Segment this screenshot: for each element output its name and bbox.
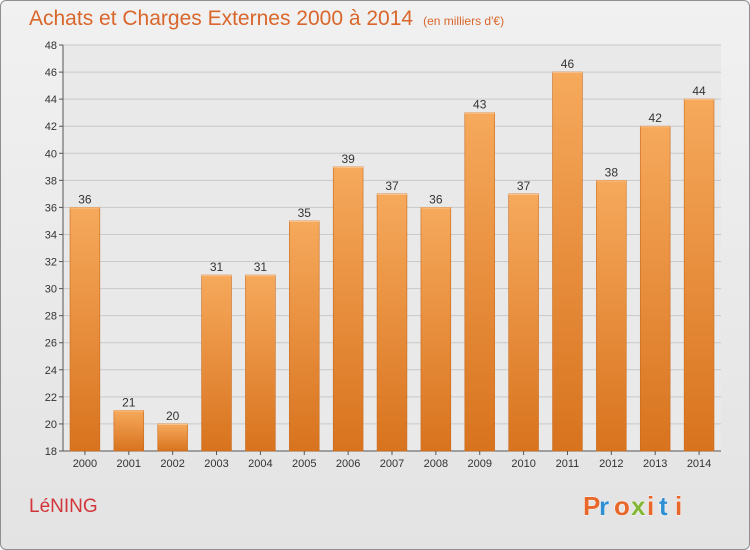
y-tick-label: 34 (45, 229, 57, 241)
bar-chart: 18 20 22 24 26 28 30 32 34 36 38 40 42 44 46 48 36 2000 21… (45, 40, 721, 470)
x-tick-label: 2008 (424, 458, 448, 470)
logo-letter: P (583, 491, 600, 521)
bar-2000 (69, 207, 101, 452)
logo-letter: t (659, 491, 668, 521)
data-label: 36 (429, 192, 443, 206)
bar-2014 (683, 98, 715, 452)
data-label: 31 (254, 260, 268, 274)
y-tick-label: 20 (45, 419, 57, 431)
data-label: 44 (692, 84, 706, 98)
x-tick-label: 2006 (336, 458, 360, 470)
data-label: 35 (298, 206, 312, 220)
y-tick-label: 22 (45, 392, 57, 404)
bar-2004 (245, 274, 276, 452)
bar-2013 (639, 125, 671, 452)
bar-2002 (157, 423, 188, 452)
x-tick-label: 2000 (73, 458, 97, 470)
x-tick-label: 2001 (117, 458, 141, 470)
y-tick-label: 46 (45, 67, 57, 79)
data-label: 43 (473, 98, 487, 112)
y-tick-label: 44 (45, 94, 57, 106)
data-label: 42 (649, 111, 663, 125)
x-tick-label: 2003 (204, 458, 228, 470)
chart-title: Achats et Charges Externes 2000 à 2014 (29, 7, 414, 30)
data-label: 20 (166, 409, 180, 423)
x-tick-label: 2011 (556, 458, 580, 470)
data-label: 36 (78, 192, 92, 206)
commune-name: LéNING (29, 496, 98, 517)
bar-2008 (420, 207, 452, 452)
y-tick-label: 38 (45, 175, 57, 187)
logo-letter: x (631, 491, 646, 521)
bar-2012 (596, 180, 627, 452)
chart-subtitle: (en milliers d'€) (423, 14, 505, 28)
bar-2001 (113, 410, 145, 452)
bar-2009 (464, 112, 495, 452)
x-tick-label: 2002 (160, 458, 184, 470)
y-tick-label: 40 (45, 148, 57, 160)
x-tick-label: 2010 (511, 458, 535, 470)
y-tick-label: 42 (45, 121, 57, 133)
x-tick-label: 2014 (687, 458, 711, 470)
bar-2005 (289, 220, 320, 452)
y-tick-label: 48 (45, 40, 57, 52)
y-tick-label: 24 (45, 365, 57, 377)
data-label: 39 (341, 152, 355, 166)
y-tick-label: 28 (45, 311, 57, 323)
y-tick-label: 30 (45, 284, 57, 296)
y-tick-label: 32 (45, 257, 57, 269)
logo-letter: i (647, 491, 654, 521)
bar-2011 (552, 71, 583, 452)
bar-2003 (201, 274, 232, 452)
y-tick-label: 18 (45, 446, 57, 458)
x-tick-label: 2005 (292, 458, 316, 470)
x-tick-label: 2007 (380, 458, 404, 470)
data-label: 38 (605, 165, 619, 179)
bar-2007 (376, 193, 408, 452)
y-tick-label: 26 (45, 338, 57, 350)
x-tick-label: 2009 (467, 458, 491, 470)
proxiti-logo: Pr o x i t i (583, 491, 683, 522)
x-tick-label: 2004 (248, 458, 272, 470)
logo-letter: r (599, 491, 609, 521)
bar-2010 (508, 193, 539, 452)
bar-2006 (332, 166, 364, 452)
data-label: 31 (210, 260, 224, 274)
logo-letter: i (675, 491, 682, 521)
x-tick-label: 2012 (599, 458, 623, 470)
logo-letter: o (614, 491, 630, 521)
data-label: 46 (561, 57, 575, 71)
x-tick-label: 2013 (643, 458, 667, 470)
data-label: 37 (385, 179, 399, 193)
chart-title-block: Achats et Charges Externes 2000 à 2014 (e… (29, 7, 504, 31)
data-label: 37 (517, 179, 531, 193)
data-label: 21 (122, 395, 136, 409)
y-tick-label: 36 (45, 202, 57, 214)
